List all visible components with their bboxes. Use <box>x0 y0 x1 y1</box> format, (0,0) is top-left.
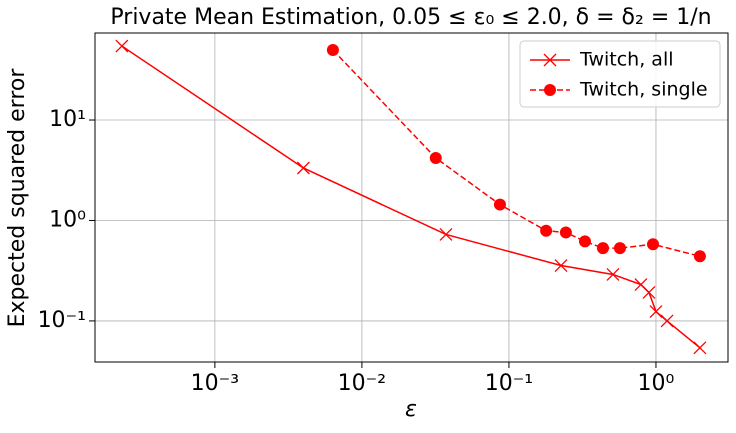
x-tick-label: 10⁻³ <box>191 371 239 396</box>
y-axis-label: Expected squared error <box>5 68 30 328</box>
marker <box>429 151 442 164</box>
marker <box>647 238 660 251</box>
marker <box>642 286 656 299</box>
marker <box>660 314 674 328</box>
marker <box>296 161 310 175</box>
marker <box>578 235 591 248</box>
marker <box>115 39 129 53</box>
legend-label: Twitch, single <box>579 79 708 101</box>
y-tick-label: 10¹ <box>49 107 86 132</box>
marker <box>613 242 626 255</box>
marker <box>540 224 553 237</box>
marker <box>493 198 506 211</box>
marker <box>554 259 568 272</box>
chart-title: Private Mean Estimation, 0.05 ≤ ε₀ ≤ 2.0… <box>110 5 711 30</box>
marker <box>326 43 339 56</box>
x-tick-label: 10⁻² <box>338 371 386 396</box>
y-tick-label: 10⁰ <box>49 207 86 232</box>
y-tick-label: 10⁻¹ <box>38 308 86 333</box>
x-axis-label: ε <box>405 397 417 422</box>
marker <box>649 305 663 318</box>
marker <box>693 341 707 355</box>
legend-marker <box>544 84 556 96</box>
marker <box>439 227 453 241</box>
marker <box>596 242 609 255</box>
x-tick-label: 10⁰ <box>638 371 675 396</box>
legend-marker <box>543 53 557 67</box>
marker <box>606 268 620 281</box>
marker <box>559 226 572 239</box>
plot-frame <box>94 32 729 363</box>
marker <box>693 250 706 263</box>
x-tick-label: 10⁻¹ <box>485 371 533 396</box>
legend-label: Twitch, all <box>579 49 674 71</box>
series-line <box>332 49 701 258</box>
